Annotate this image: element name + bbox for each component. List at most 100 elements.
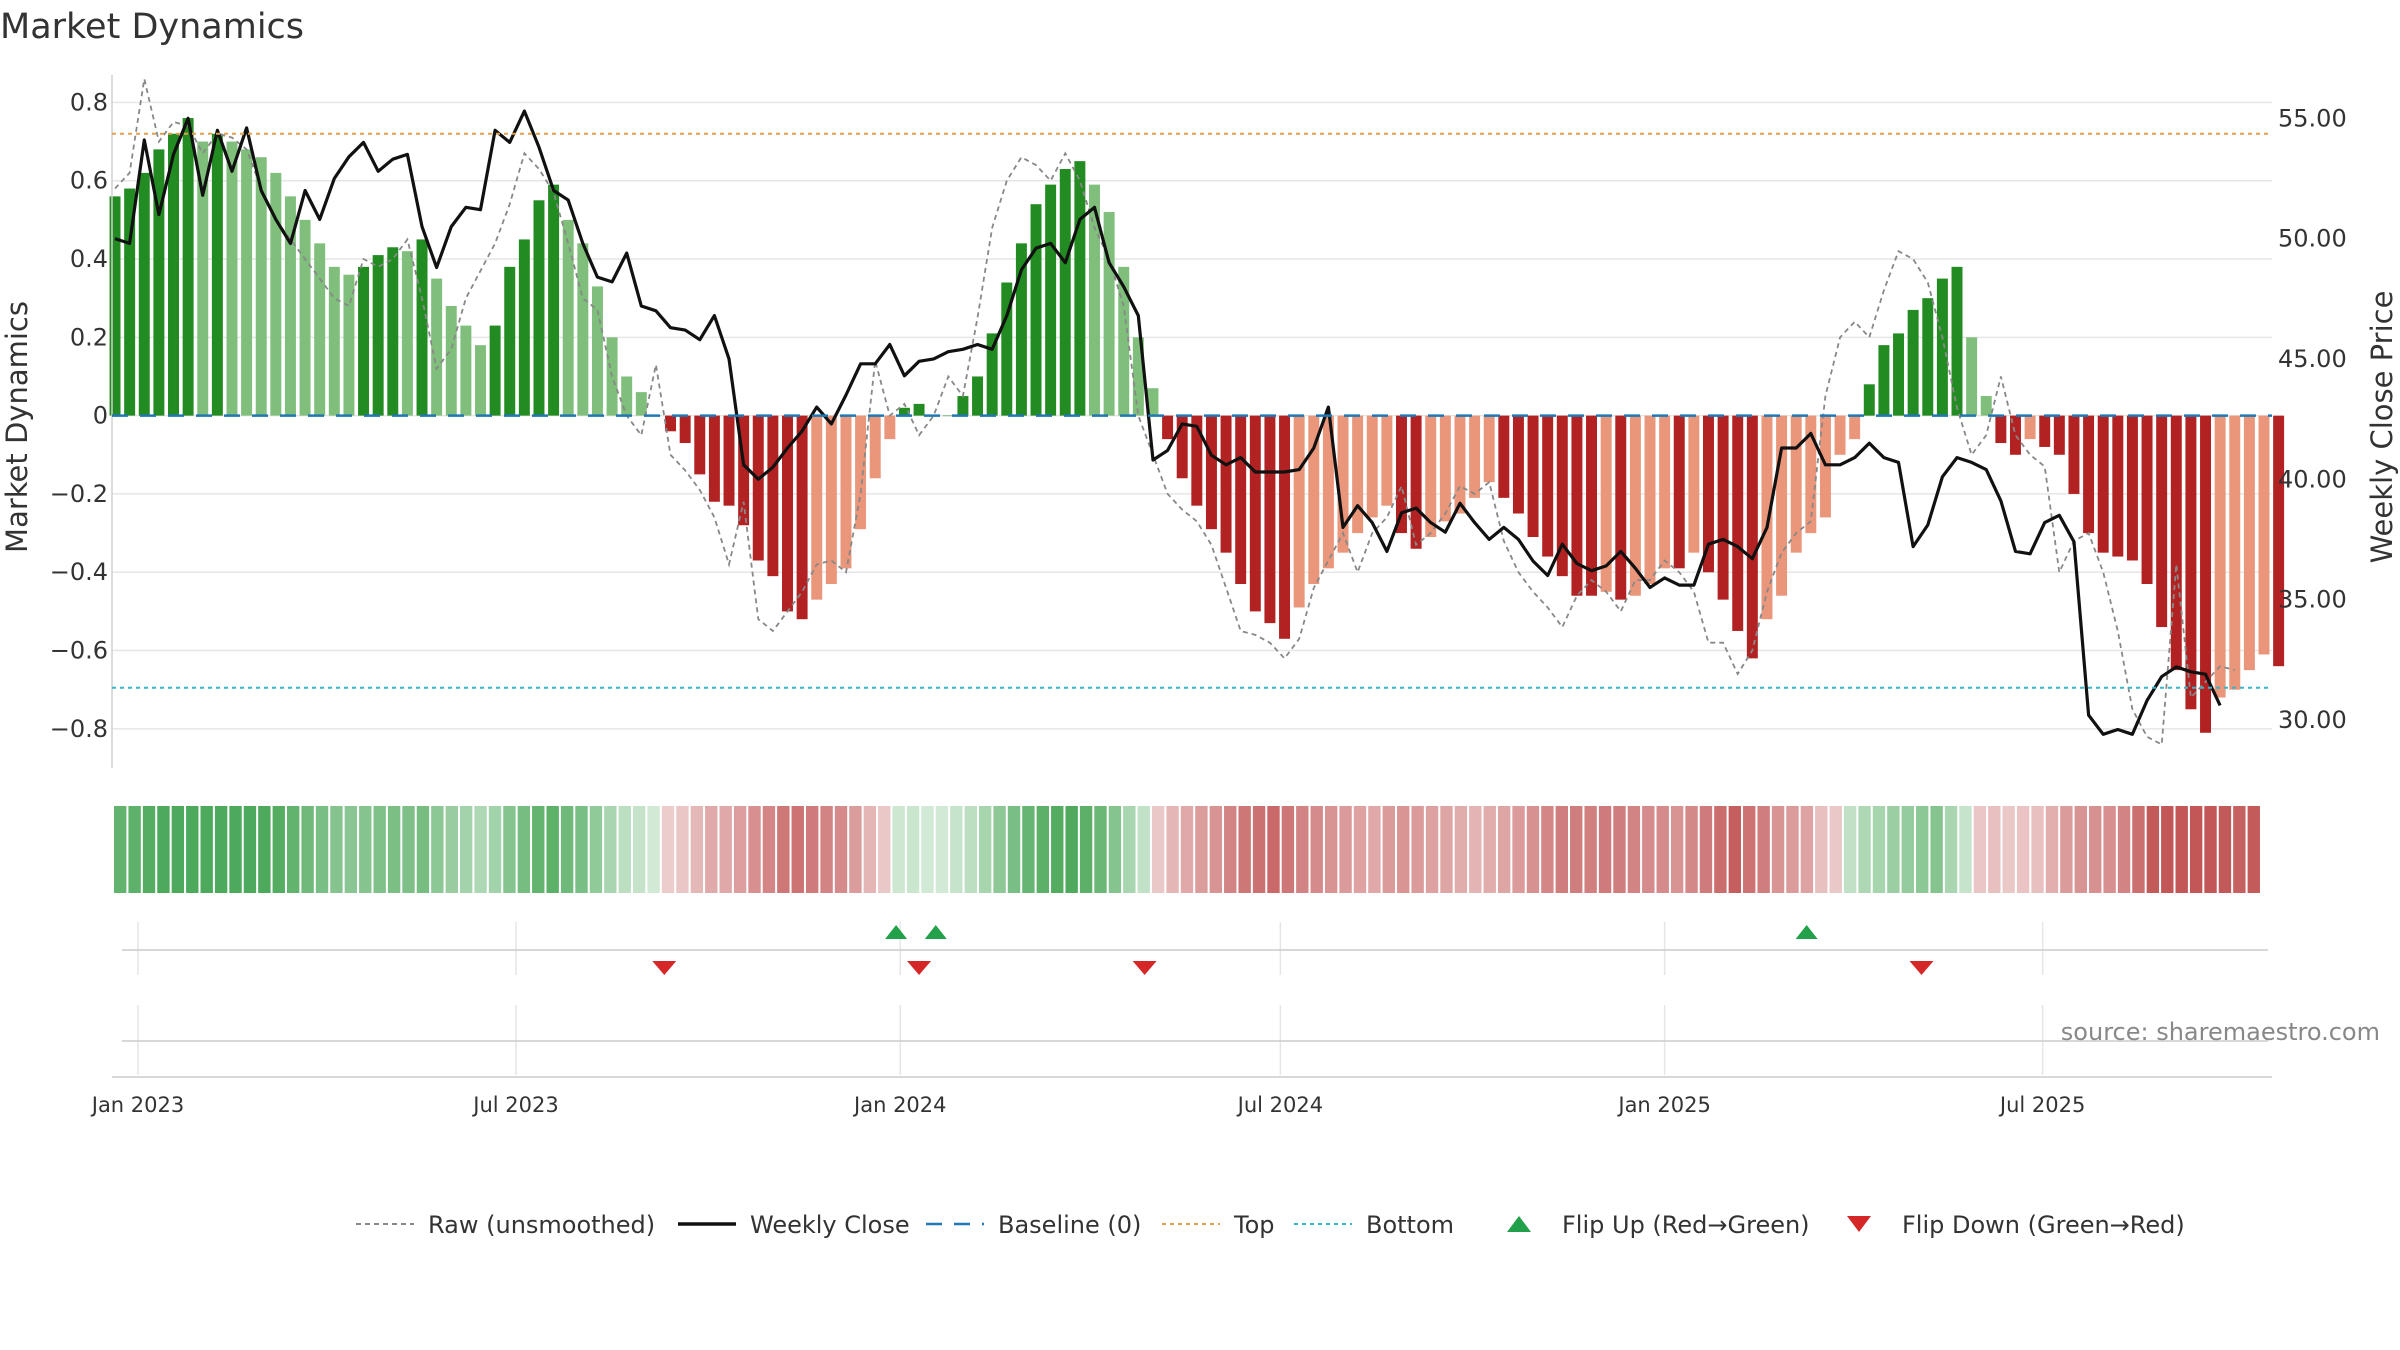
heat-cell xyxy=(1916,806,1929,893)
heat-cell xyxy=(1137,806,1150,893)
dynamics-bar xyxy=(635,392,647,416)
heat-cell xyxy=(1166,806,1179,893)
dynamics-bar xyxy=(1966,337,1978,416)
heat-cell xyxy=(546,806,559,893)
heat-cell xyxy=(286,806,300,893)
heat-cell xyxy=(1627,806,1641,893)
dynamics-bar xyxy=(694,415,706,475)
dynamics-bar xyxy=(2229,415,2241,690)
dynamics-bar xyxy=(1980,396,1992,416)
heat-cell xyxy=(373,806,386,893)
heat-cell xyxy=(1944,806,1958,893)
dynamics-bar xyxy=(1352,415,1364,534)
legend-label: Flip Up (Red→Green) xyxy=(1562,1211,1810,1239)
dynamics-bar xyxy=(1322,415,1334,569)
heat-cell xyxy=(1526,806,1540,893)
dynamics-bar xyxy=(811,415,823,600)
dynamics-bar xyxy=(504,266,516,416)
heat-cell xyxy=(214,806,228,893)
dynamics-bar xyxy=(1249,415,1261,612)
heat-cell xyxy=(906,806,920,893)
dynamics-bar xyxy=(460,325,472,416)
dynamics-bar xyxy=(1279,415,1291,639)
dynamics-bar xyxy=(1454,415,1466,514)
heat-cell xyxy=(315,806,329,893)
legend-swatch xyxy=(1507,1216,1531,1232)
right-y-tick-label: 45.00 xyxy=(2278,345,2347,373)
dynamics-bar xyxy=(1337,415,1349,553)
dynamics-bar xyxy=(533,200,545,416)
dynamics-bar xyxy=(2170,415,2182,671)
legend-label: Flip Down (Green→Red) xyxy=(1902,1211,2185,1239)
dynamics-bar xyxy=(972,376,984,416)
reference-lines xyxy=(112,132,2272,689)
heat-cell xyxy=(1022,806,1035,893)
heat-cell xyxy=(2132,806,2145,893)
dynamics-bar xyxy=(1586,415,1598,596)
legend-label: Raw (unsmoothed) xyxy=(428,1211,655,1239)
dynamics-bar xyxy=(211,133,223,416)
dynamics-bar xyxy=(255,157,267,416)
dynamics-bar xyxy=(1103,212,1115,416)
dynamics-bar xyxy=(1629,415,1641,596)
left-y-tick-label: 0 xyxy=(93,402,108,430)
dynamics-bar xyxy=(708,415,720,502)
dynamics-bar xyxy=(197,141,209,416)
heat-cell xyxy=(791,806,804,893)
heat-cell xyxy=(330,806,343,893)
x-gridlines xyxy=(137,922,2044,1075)
dynamics-bar xyxy=(1059,168,1071,416)
raw-unsmoothed-line xyxy=(114,78,2236,746)
heat-cell xyxy=(402,806,415,893)
heat-cell xyxy=(200,806,213,893)
heat-cell xyxy=(1598,806,1612,893)
source-note: source: sharemaestro.com xyxy=(2061,1018,2380,1046)
dynamics-bar xyxy=(942,415,954,417)
dynamics-bar xyxy=(124,188,136,416)
heat-cell xyxy=(921,806,934,893)
dynamics-bar xyxy=(1162,415,1174,440)
dynamics-bar xyxy=(577,243,589,416)
dynamics-bar xyxy=(665,415,677,432)
heat-cell xyxy=(1469,806,1482,893)
dynamics-bar xyxy=(299,219,311,416)
heat-cell xyxy=(993,806,1006,893)
heat-cell xyxy=(2016,806,2030,893)
heat-cell xyxy=(1872,806,1886,893)
dynamics-bar xyxy=(548,184,560,416)
price-lines xyxy=(114,78,2236,746)
heat-cell xyxy=(1786,806,1799,893)
dynamics-bar xyxy=(1717,415,1729,600)
heat-cell xyxy=(1714,806,1727,893)
heat-cell xyxy=(589,806,603,893)
heat-cell xyxy=(517,806,531,893)
right-y-tick-label: 35.00 xyxy=(2278,586,2347,614)
dynamics-bar xyxy=(1703,415,1714,573)
heat-cell xyxy=(2146,806,2160,893)
dynamics-bar xyxy=(679,415,691,444)
heat-cell xyxy=(2161,806,2174,893)
dynamics-bar xyxy=(1936,278,1948,416)
heat-cell xyxy=(1339,806,1352,893)
heat-cell xyxy=(416,806,430,893)
heat-cell xyxy=(2060,806,2073,893)
dynamics-bar xyxy=(1922,298,1934,416)
heat-cell xyxy=(474,806,487,893)
heat-cell xyxy=(2002,806,2015,893)
dynamics-bar xyxy=(2200,415,2212,733)
dynamics-bar xyxy=(913,403,925,416)
right-y-tick-label: 55.00 xyxy=(2278,104,2347,132)
heat-cell xyxy=(604,806,617,893)
heat-cell xyxy=(1353,806,1367,893)
dynamics-bar xyxy=(1644,415,1656,584)
dynamics-bar xyxy=(2273,415,2285,667)
dynamics-bar xyxy=(1308,415,1320,584)
legend-item-bottom: Bottom xyxy=(1294,1211,1454,1239)
heat-cell xyxy=(1209,806,1223,893)
heat-cell xyxy=(2045,806,2059,893)
heat-cell xyxy=(445,806,458,893)
heat-cell xyxy=(1195,806,1208,893)
heat-cell xyxy=(1252,806,1266,893)
heat-cell xyxy=(1757,806,1770,893)
dynamics-bars xyxy=(109,118,2285,733)
